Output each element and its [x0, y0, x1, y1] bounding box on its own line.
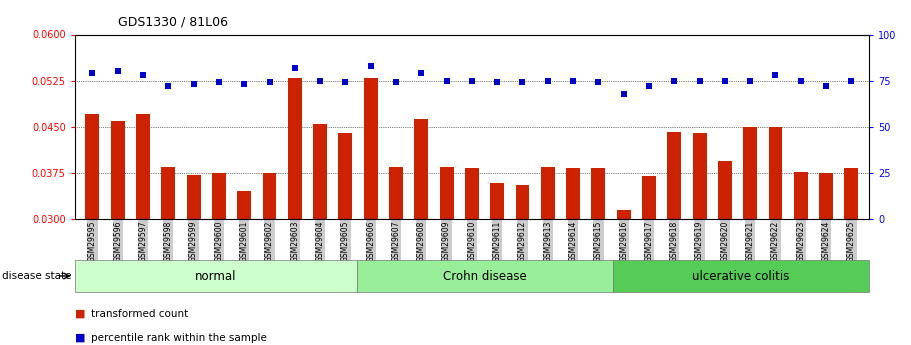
Bar [617, 210, 630, 219]
Bar [516, 185, 529, 219]
Bar [793, 172, 808, 219]
Bar [111, 121, 125, 219]
Bar [75, 260, 356, 292]
Bar [718, 161, 732, 219]
Text: ■: ■ [75, 333, 86, 343]
Bar [465, 168, 479, 219]
Bar [237, 191, 251, 219]
Bar [692, 133, 707, 219]
Text: ulcerative colitis: ulcerative colitis [692, 269, 790, 283]
Bar [415, 119, 428, 219]
Bar [642, 176, 656, 219]
Bar [212, 173, 226, 219]
Text: disease state: disease state [2, 271, 71, 281]
Bar [363, 78, 378, 219]
Bar [86, 115, 99, 219]
Text: ■: ■ [75, 309, 86, 319]
Text: Crohn disease: Crohn disease [443, 269, 527, 283]
Bar [490, 184, 504, 219]
Bar [613, 260, 869, 292]
Bar [313, 124, 327, 219]
Bar [288, 78, 302, 219]
Bar [743, 127, 757, 219]
Bar [668, 132, 681, 219]
Bar [161, 167, 175, 219]
Bar [541, 167, 555, 219]
Bar [262, 173, 276, 219]
Bar [769, 127, 783, 219]
Bar [389, 167, 403, 219]
Bar [356, 260, 613, 292]
Bar [819, 173, 833, 219]
Bar [591, 168, 605, 219]
Text: transformed count: transformed count [91, 309, 189, 319]
Bar [844, 168, 858, 219]
Bar [339, 133, 353, 219]
Bar [136, 115, 150, 219]
Text: percentile rank within the sample: percentile rank within the sample [91, 333, 267, 343]
Text: normal: normal [195, 269, 236, 283]
Bar [187, 175, 200, 219]
Bar [566, 168, 580, 219]
Text: GDS1330 / 81L06: GDS1330 / 81L06 [118, 16, 229, 29]
Bar [440, 167, 454, 219]
